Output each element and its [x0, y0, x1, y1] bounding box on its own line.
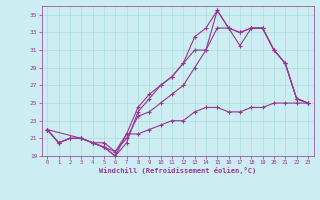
X-axis label: Windchill (Refroidissement éolien,°C): Windchill (Refroidissement éolien,°C) [99, 167, 256, 174]
